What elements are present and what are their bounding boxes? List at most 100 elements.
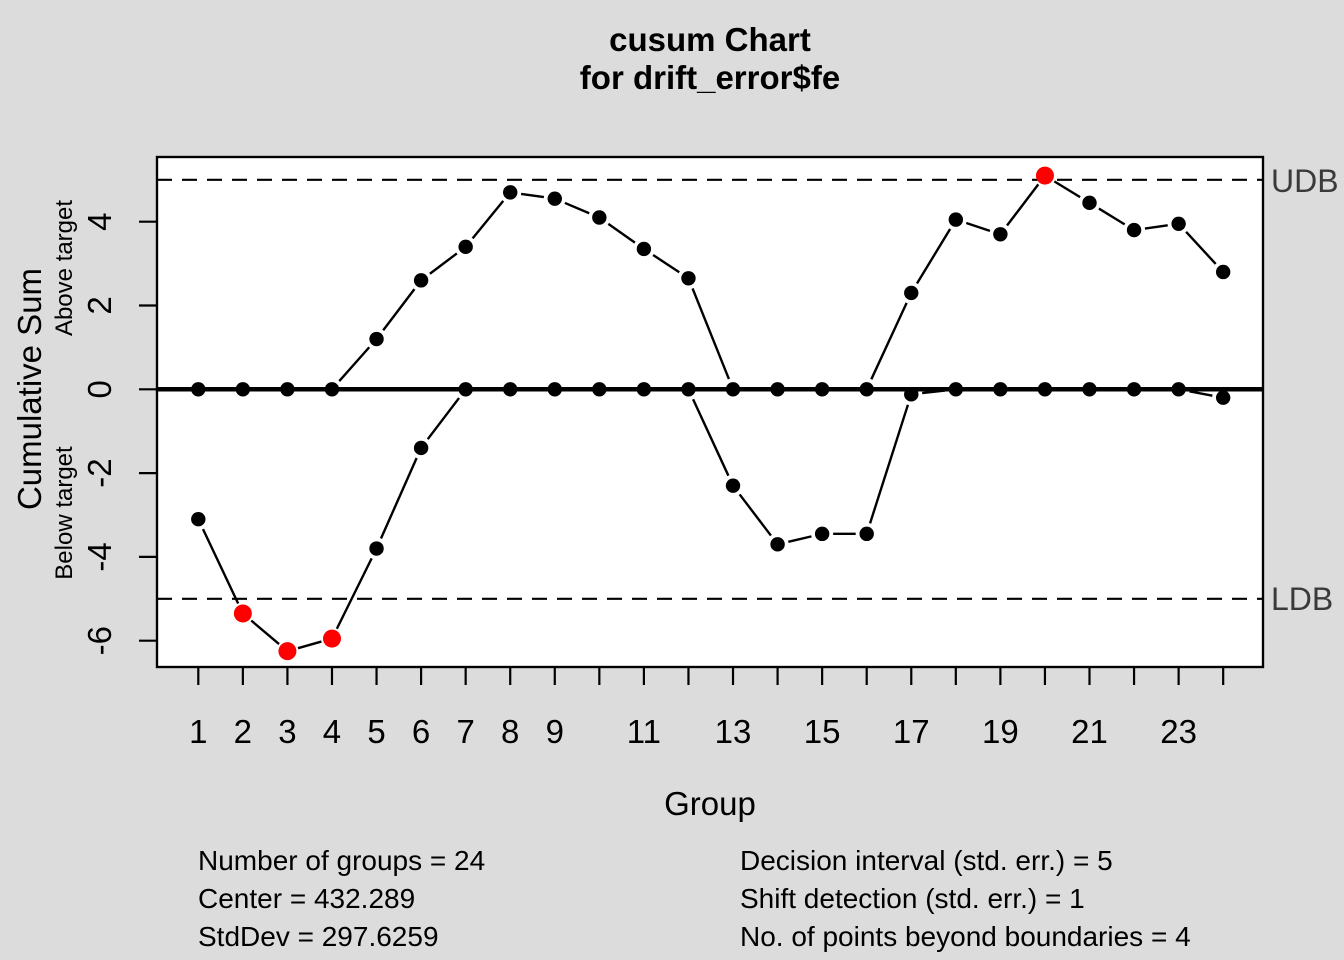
above_target-segment xyxy=(915,228,952,285)
above_target-segment xyxy=(870,302,908,380)
data-point-above_target-g8 xyxy=(503,185,518,200)
above_target-segment xyxy=(607,222,636,244)
data-point-above_target-g12 xyxy=(681,271,696,286)
beyond-boundary-point-below_target-g4 xyxy=(322,629,341,648)
data-point-above_target-g3 xyxy=(280,382,295,397)
above_target-segment xyxy=(1185,231,1217,265)
x-tick-label: 19 xyxy=(982,713,1019,750)
above_target-segment xyxy=(1144,224,1168,230)
data-point-above_target-g13 xyxy=(725,382,741,397)
x-tick-label: 9 xyxy=(546,713,564,750)
stat-points-beyond: No. of points beyond boundaries = 4 xyxy=(740,921,1191,952)
stat-number-of-groups: Number of groups = 24 xyxy=(198,845,485,876)
data-point-above_target-g18 xyxy=(948,212,964,227)
below_target-segment xyxy=(297,640,322,650)
data-point-above_target-g9 xyxy=(547,191,562,206)
data-point-above_target-g1 xyxy=(191,382,206,397)
data-point-below_target-g16 xyxy=(859,526,874,542)
above_target-segment xyxy=(1098,207,1126,226)
above_target-segment xyxy=(429,252,458,275)
above_target-segment xyxy=(382,288,416,331)
data-point-below_target-g23 xyxy=(1171,382,1186,397)
x-axis-title: Group xyxy=(664,785,756,822)
udb-label: UDB xyxy=(1271,163,1339,199)
y-tick-label: -4 xyxy=(81,542,118,571)
below_target-segment xyxy=(250,619,280,645)
data-point-above_target-g7 xyxy=(458,239,473,255)
x-tick-label: 8 xyxy=(501,713,519,750)
below_target-segment xyxy=(201,528,240,605)
x-tick-label: 15 xyxy=(804,713,841,750)
x-tick-label: 23 xyxy=(1160,713,1197,750)
x-tick-label: 17 xyxy=(893,713,930,750)
data-point-below_target-g5 xyxy=(369,541,384,556)
below_target-segment xyxy=(379,457,418,539)
below_target-segment xyxy=(426,397,460,440)
below_target-segment xyxy=(335,557,373,630)
chart-title-line1: cusum Chart xyxy=(609,21,811,58)
beyond-boundary-point-below_target-g2 xyxy=(233,604,252,623)
data-point-below_target-g1 xyxy=(191,511,206,527)
data-point-above_target-g2 xyxy=(235,382,251,397)
data-point-below_target-g8 xyxy=(503,382,518,397)
data-point-above_target-g6 xyxy=(413,273,429,288)
x-tick-label: 6 xyxy=(412,713,430,750)
below_target-segment xyxy=(788,535,812,543)
stat-center: Center = 432.289 xyxy=(198,883,415,914)
chart-geometry-layer: 420-2-4-61 2 3 4 5 6 7 8 9 11 13 15 17 19 21 23 xyxy=(81,155,1265,750)
x-tick-label: 5 xyxy=(367,713,385,750)
below_target-segment xyxy=(922,389,946,395)
plot-border xyxy=(155,155,1265,669)
x-tick-label: 11 xyxy=(627,713,661,750)
data-point-below_target-g21 xyxy=(1082,382,1097,397)
above_target-segment xyxy=(691,288,731,380)
above_target-segment xyxy=(652,253,680,274)
data-point-above_target-g5 xyxy=(369,331,384,347)
data-point-below_target-g13 xyxy=(725,478,741,493)
above_target-segment xyxy=(520,192,545,199)
below_target-segment xyxy=(738,493,772,537)
above_target-segment xyxy=(965,221,991,232)
data-point-below_target-g24 xyxy=(1215,390,1231,405)
below_target-segment xyxy=(868,404,910,524)
x-tick-label: 21 xyxy=(1071,713,1108,750)
data-point-below_target-g10 xyxy=(592,382,607,397)
chart-title-line2: for drift_error$fe xyxy=(580,59,840,96)
plot-area xyxy=(155,155,1265,669)
data-point-below_target-g22 xyxy=(1126,382,1142,397)
data-point-below_target-g14 xyxy=(770,537,785,552)
data-point-below_target-g12 xyxy=(681,382,696,397)
y-tick-label: -6 xyxy=(81,626,118,655)
stat-stddev: StdDev = 297.6259 xyxy=(198,921,439,952)
data-point-below_target-g17 xyxy=(904,387,919,402)
stat-shift-detection: Shift detection (std. err.) = 1 xyxy=(740,883,1085,914)
x-tick-label: 13 xyxy=(715,713,752,750)
below_target-segment xyxy=(691,398,730,477)
beyond-boundary-point-below_target-g3 xyxy=(278,642,297,661)
y-tick-label: -2 xyxy=(81,458,118,487)
above_target-segment xyxy=(1006,183,1040,227)
data-point-below_target-g19 xyxy=(993,382,1008,397)
y-tick-label: 4 xyxy=(81,213,118,231)
data-point-above_target-g15 xyxy=(814,382,830,397)
data-point-above_target-g17 xyxy=(904,285,919,301)
x-tick-label: 3 xyxy=(278,713,296,750)
data-point-below_target-g9 xyxy=(547,382,562,397)
stat-decision-interval: Decision interval (std. err.) = 5 xyxy=(740,845,1113,876)
data-point-below_target-g7 xyxy=(458,382,473,397)
data-point-below_target-g20 xyxy=(1037,382,1053,397)
data-point-above_target-g16 xyxy=(859,382,874,397)
data-point-below_target-g6 xyxy=(413,440,429,456)
data-point-above_target-g21 xyxy=(1082,195,1097,211)
y-tick-label: 0 xyxy=(81,380,118,398)
above_target-segment xyxy=(1053,180,1081,199)
data-point-above_target-g24 xyxy=(1215,264,1231,280)
data-point-above_target-g11 xyxy=(636,241,652,257)
data-point-below_target-g15 xyxy=(814,526,830,542)
y-axis-title: Cumulative Sum xyxy=(11,268,48,510)
y-tick-label: 2 xyxy=(81,296,118,314)
below-target-label: Below target xyxy=(51,446,78,580)
data-point-above_target-g4 xyxy=(324,382,340,397)
below_target-segment xyxy=(1189,390,1213,397)
